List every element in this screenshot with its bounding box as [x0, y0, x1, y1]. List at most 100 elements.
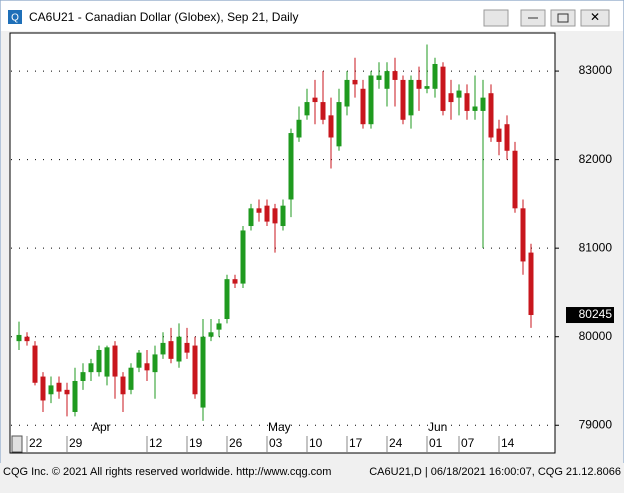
x-tick-label: 07	[461, 436, 475, 450]
x-tick-label: 01	[429, 436, 443, 450]
y-tick-label: 80000	[579, 329, 613, 343]
candle-body	[192, 345, 198, 395]
y-tick-label: 79000	[579, 417, 613, 431]
candle-body	[216, 323, 222, 330]
candle-body	[256, 208, 262, 213]
candle-body	[136, 352, 142, 368]
candle-body	[232, 279, 238, 284]
candle-body	[480, 97, 486, 111]
x-tick-label: 26	[229, 436, 243, 450]
candle-body	[112, 345, 118, 377]
candle-body	[296, 119, 302, 138]
candle-body	[448, 93, 454, 103]
last-price-label: 80245	[579, 307, 613, 321]
candle-body	[160, 342, 166, 355]
candle-body	[72, 380, 78, 412]
candle-body	[168, 341, 174, 359]
candle-body	[416, 79, 422, 89]
y-tick-label: 82000	[579, 152, 613, 166]
candle-body	[512, 150, 518, 209]
x-tick-label: 10	[309, 436, 323, 450]
candle-body	[104, 347, 110, 377]
candle-body	[96, 349, 102, 373]
footer-left: CQG Inc. © 2021 All rights reserved worl…	[3, 466, 331, 478]
month-label: Apr	[92, 420, 111, 434]
y-tick-label: 83000	[579, 63, 613, 77]
candle-body	[64, 389, 70, 395]
link-button[interactable]	[483, 9, 509, 27]
scroll-handle[interactable]	[11, 435, 23, 453]
x-tick-label: 22	[29, 436, 43, 450]
candle-body	[424, 86, 430, 89]
close-button[interactable]	[580, 9, 610, 27]
candle-body	[520, 208, 526, 262]
candle-body	[48, 385, 54, 395]
app-icon-glyph: Q	[11, 13, 19, 24]
candle-body	[320, 102, 326, 120]
status-bar	[0, 463, 624, 493]
x-tick-label: 19	[189, 436, 203, 450]
candle-body	[440, 66, 446, 111]
last-price-box	[566, 307, 614, 324]
candle-body	[360, 88, 366, 125]
candle-body	[208, 332, 214, 337]
candle-body	[312, 97, 318, 103]
window-title: CA6U21 - Canadian Dollar (Globex), Sep 2…	[29, 10, 298, 24]
candle-body	[80, 372, 86, 381]
candle-body	[472, 106, 478, 111]
candle-body	[336, 102, 342, 147]
x-tick-label: 17	[349, 436, 363, 450]
candle-body	[24, 336, 30, 342]
y-tick-label: 81000	[579, 240, 613, 254]
candle-body	[328, 115, 334, 138]
month-label: May	[268, 420, 291, 434]
candle-body	[504, 124, 510, 151]
candle-body	[248, 208, 254, 227]
candle-body	[120, 376, 126, 395]
candle-body	[464, 93, 470, 111]
candle-body	[200, 336, 206, 408]
candle-body	[488, 93, 494, 138]
candle-body	[392, 71, 398, 80]
candle-body	[456, 90, 462, 98]
candle-body	[16, 334, 22, 342]
candle-body	[56, 382, 62, 392]
candle-body	[496, 128, 502, 142]
x-tick-label: 14	[501, 436, 515, 450]
maximize-glyph	[557, 13, 569, 23]
x-tick-label: 03	[269, 436, 283, 450]
close-glyph: ✕	[590, 10, 600, 24]
x-tick-label: 12	[149, 436, 163, 450]
candle-body	[240, 230, 246, 284]
candle-body	[88, 363, 94, 373]
candle-body	[400, 79, 406, 120]
x-tick-label: 24	[389, 436, 403, 450]
candle-body	[152, 354, 158, 373]
title-bar	[1, 1, 623, 31]
candle-body	[144, 363, 150, 371]
candle-body	[264, 205, 270, 222]
candle-body	[528, 252, 534, 316]
plot-area	[9, 32, 556, 454]
month-label: Jun	[428, 420, 447, 434]
candle-body	[352, 79, 358, 85]
x-tick-label: 29	[69, 436, 83, 450]
candle-body	[184, 342, 190, 353]
candle-body	[176, 336, 182, 362]
maximize-button[interactable]	[550, 9, 576, 27]
candle-body	[432, 63, 438, 89]
candle-body	[344, 79, 350, 107]
candle-body	[384, 71, 390, 89]
app-icon	[8, 10, 22, 24]
candle-body	[280, 205, 286, 227]
candle-body	[40, 376, 46, 401]
chart: 79000 80000 81000 82000 83000 22 29 Apr 12 19 26 03…	[11, 44, 614, 452]
candle-body	[304, 102, 310, 116]
candle-body	[376, 75, 382, 80]
candle-body	[288, 133, 294, 200]
footer-right: CA6U21,D | 06/18/2021 16:00:07, CQG 21.1…	[369, 466, 621, 478]
candle-body	[408, 79, 414, 116]
candle-body	[224, 279, 230, 320]
